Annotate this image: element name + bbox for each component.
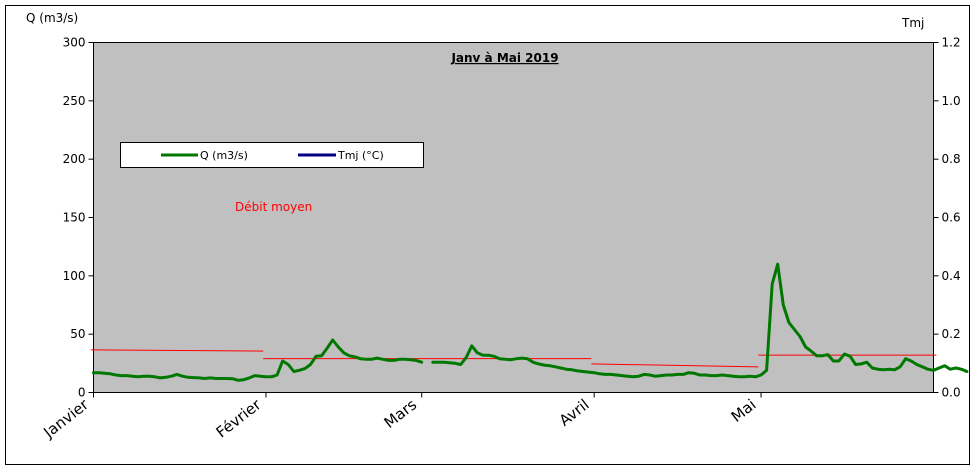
- mean-flow-line: [591, 363, 759, 368]
- y-left-tick-label: 300: [63, 36, 86, 50]
- y-left-axis: 0 50 100 150 200 250 300: [63, 36, 94, 400]
- y-left-tick-label: 150: [63, 211, 86, 225]
- y-left-tick-label: 250: [63, 94, 86, 108]
- y-right-tick-label: 0.2: [942, 327, 961, 341]
- series-lines: [92, 262, 969, 382]
- series-line-flow: [431, 262, 969, 379]
- y-right-axis: 0.0 0.2 0.4 0.6 0.8 1.0 1.2: [933, 36, 961, 400]
- y-left-tick-label: 50: [70, 327, 85, 341]
- y-left-tick-label: 0: [78, 386, 86, 400]
- plot-area: [93, 42, 934, 393]
- y-left-tick-label: 200: [63, 152, 86, 166]
- mean-flow-line: [90, 349, 264, 352]
- y-right-tick-label: 0.0: [942, 386, 961, 400]
- legend: Q (m3/s) Tmj (°C): [120, 142, 424, 168]
- y-left-axis-title: Q (m3/s): [26, 11, 78, 25]
- legend-label-tmj: Tmj (°C): [337, 149, 384, 162]
- annotation-debit-moyen: Débit moyen: [235, 200, 312, 214]
- y-right-tick-label: 1.2: [942, 36, 961, 50]
- y-right-axis-title: Tmj: [901, 16, 924, 30]
- series-line-flow: [92, 338, 424, 382]
- y-right-tick-label: 0.8: [942, 152, 961, 166]
- chart-title: Janv à Mai 2019: [450, 51, 558, 65]
- y-left-tick-label: 100: [63, 269, 86, 283]
- y-right-tick-label: 1.0: [942, 94, 961, 108]
- y-right-tick-label: 0.4: [942, 269, 961, 283]
- y-right-tick-label: 0.6: [942, 211, 961, 225]
- legend-label-q: Q (m3/s): [200, 149, 248, 162]
